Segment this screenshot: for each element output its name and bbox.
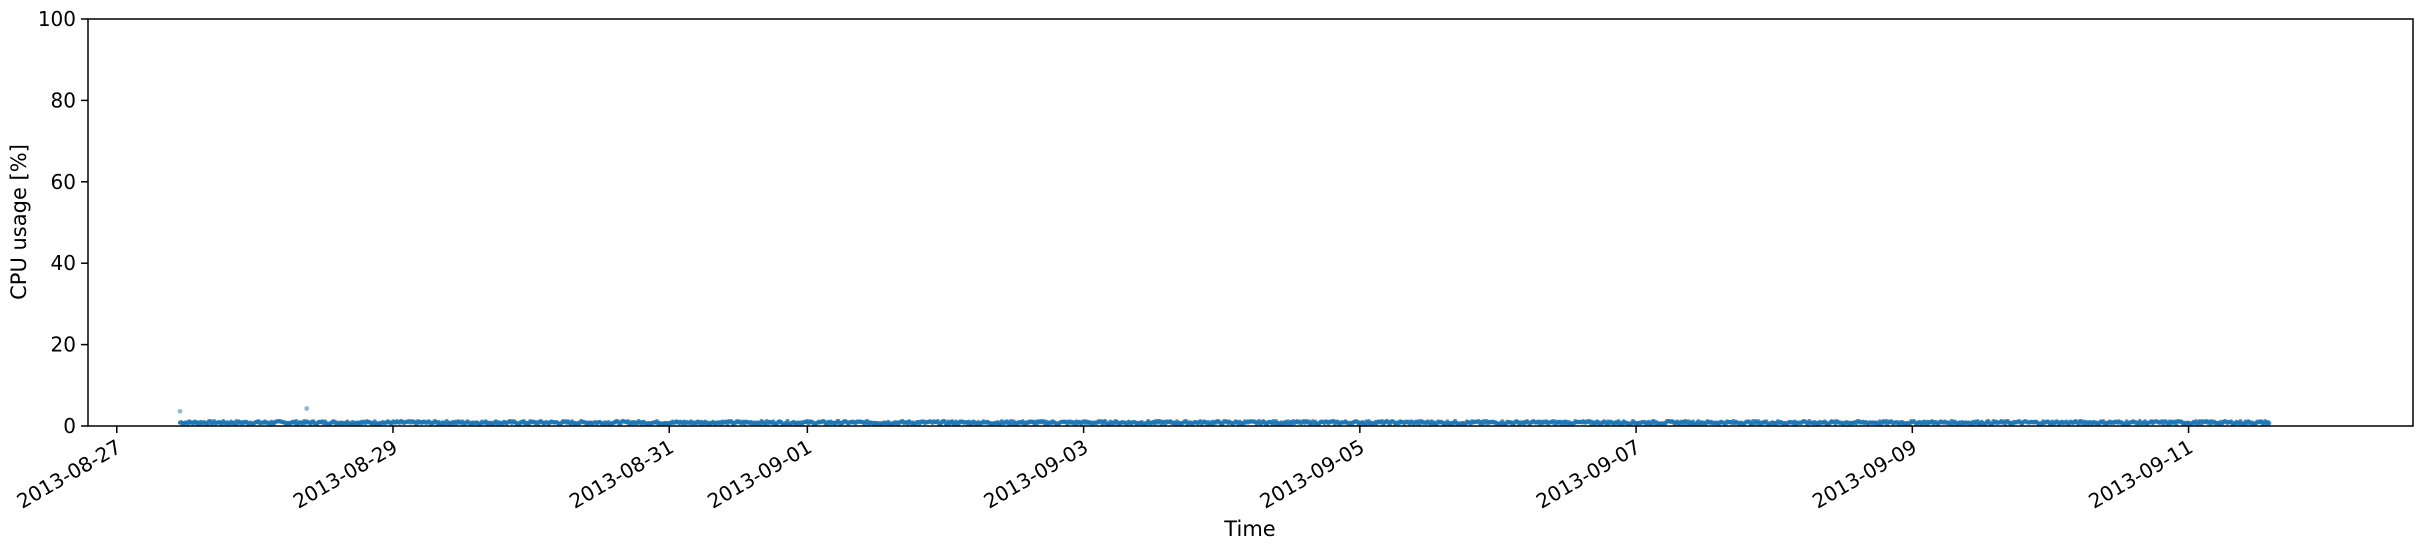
outlier-point (177, 408, 183, 414)
x-axis-label: Time (1223, 517, 1275, 541)
series-layer (177, 406, 2272, 427)
outlier-point (304, 406, 310, 411)
y-axis-ticks: 0 20 40 60 80 100 (38, 7, 88, 438)
data-point (2266, 420, 2272, 426)
y-tick-label: 20 (51, 333, 76, 357)
y-tick-label: 40 (51, 251, 76, 275)
y-tick-label: 100 (38, 7, 76, 31)
y-tick-label: 0 (63, 414, 76, 438)
series-cpu-usage (177, 406, 2272, 427)
plot-frame (87, 18, 2414, 427)
y-tick-label: 60 (51, 170, 76, 194)
y-tick-label: 80 (51, 88, 76, 112)
y-axis-label: CPU usage [%] (7, 144, 31, 300)
